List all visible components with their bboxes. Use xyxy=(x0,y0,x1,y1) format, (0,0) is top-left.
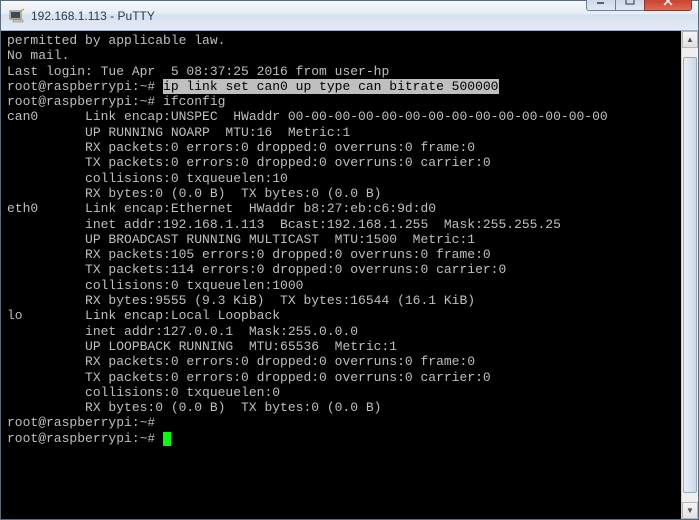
terminal-line: UP LOOPBACK RUNNING MTU:65536 Metric:1 xyxy=(7,339,677,354)
scrollbar[interactable]: ▲ ▼ xyxy=(681,31,698,519)
close-button[interactable] xyxy=(644,0,692,11)
window-title: 192.168.1.113 - PuTTY xyxy=(31,9,587,23)
terminal-line: root@raspberrypi:~# ip link set can0 up … xyxy=(7,79,677,94)
terminal-line: collisions:0 txqueuelen:0 xyxy=(7,385,677,400)
terminal-line: RX packets:0 errors:0 dropped:0 overruns… xyxy=(7,354,677,369)
terminal-line: TX packets:114 errors:0 dropped:0 overru… xyxy=(7,262,677,277)
terminal-output[interactable]: permitted by applicable law.No mail.Last… xyxy=(1,31,681,519)
scroll-down-button[interactable]: ▼ xyxy=(682,502,698,519)
chevron-down-icon: ▼ xyxy=(686,506,694,515)
terminal-line: collisions:0 txqueuelen:10 xyxy=(7,171,677,186)
terminal-line: UP RUNNING NOARP MTU:16 Metric:1 xyxy=(7,125,677,140)
terminal-line: inet addr:192.168.1.113 Bcast:192.168.1.… xyxy=(7,217,677,232)
app-icon xyxy=(9,8,25,24)
terminal-line: root@raspberrypi:~# ifconfig xyxy=(7,94,677,109)
highlighted-text: ip link set can0 up type can bitrate 500… xyxy=(163,79,498,94)
terminal-line: RX bytes:0 (0.0 B) TX bytes:0 (0.0 B) xyxy=(7,400,677,415)
terminal-line: TX packets:0 errors:0 dropped:0 overruns… xyxy=(7,370,677,385)
maximize-button[interactable] xyxy=(615,0,645,11)
terminal-line: permitted by applicable law. xyxy=(7,33,677,48)
terminal-line: RX packets:105 errors:0 dropped:0 overru… xyxy=(7,247,677,262)
scrollbar-thumb[interactable] xyxy=(683,57,697,493)
terminal-line: RX packets:0 errors:0 dropped:0 overruns… xyxy=(7,140,677,155)
terminal-line: root@raspberrypi:~# xyxy=(7,415,677,430)
terminal-line: root@raspberrypi:~# xyxy=(7,431,677,446)
terminal-line: UP BROADCAST RUNNING MULTICAST MTU:1500 … xyxy=(7,232,677,247)
terminal-line: eth0 Link encap:Ethernet HWaddr b8:27:eb… xyxy=(7,201,677,216)
terminal-line: can0 Link encap:UNSPEC HWaddr 00-00-00-0… xyxy=(7,109,677,124)
titlebar[interactable]: 192.168.1.113 - PuTTY xyxy=(1,1,698,31)
putty-window: 192.168.1.113 - PuTTY permitted by appli… xyxy=(0,0,699,520)
terminal-line: RX bytes:9555 (9.3 KiB) TX bytes:16544 (… xyxy=(7,293,677,308)
scrollbar-track[interactable] xyxy=(682,48,698,502)
terminal-line: collisions:0 txqueuelen:1000 xyxy=(7,278,677,293)
cursor xyxy=(163,432,171,446)
terminal-area: permitted by applicable law.No mail.Last… xyxy=(1,31,698,519)
terminal-line: lo Link encap:Local Loopback xyxy=(7,308,677,323)
terminal-line: TX packets:0 errors:0 dropped:0 overruns… xyxy=(7,155,677,170)
window-controls xyxy=(587,0,692,11)
scroll-up-button[interactable]: ▲ xyxy=(682,31,698,48)
terminal-line: Last login: Tue Apr 5 08:37:25 2016 from… xyxy=(7,64,677,79)
chevron-up-icon: ▲ xyxy=(686,35,694,44)
terminal-line: No mail. xyxy=(7,48,677,63)
terminal-line: inet addr:127.0.0.1 Mask:255.0.0.0 xyxy=(7,324,677,339)
terminal-line: RX bytes:0 (0.0 B) TX bytes:0 (0.0 B) xyxy=(7,186,677,201)
minimize-button[interactable] xyxy=(586,0,616,11)
